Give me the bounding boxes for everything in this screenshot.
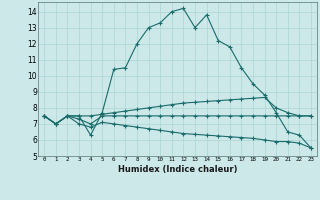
X-axis label: Humidex (Indice chaleur): Humidex (Indice chaleur) xyxy=(118,165,237,174)
